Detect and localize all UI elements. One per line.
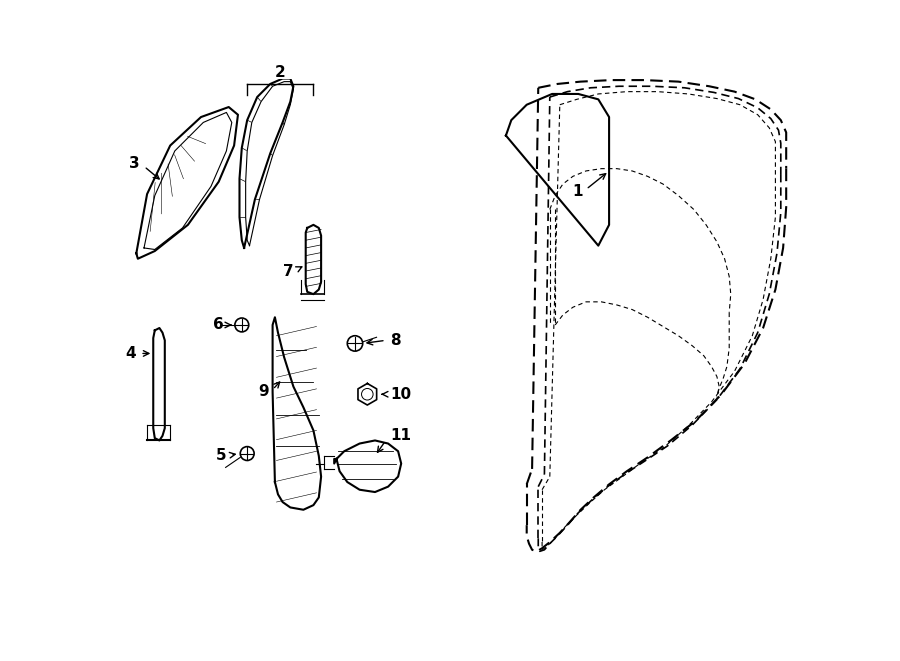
Text: 10: 10 bbox=[391, 387, 411, 402]
Text: 6: 6 bbox=[213, 317, 224, 332]
Text: 5: 5 bbox=[216, 448, 227, 463]
Text: 7: 7 bbox=[283, 264, 293, 278]
Text: 1: 1 bbox=[572, 184, 583, 199]
Text: 2: 2 bbox=[274, 65, 285, 80]
Text: 3: 3 bbox=[129, 156, 140, 171]
Text: 8: 8 bbox=[391, 333, 401, 348]
Text: 9: 9 bbox=[258, 385, 269, 399]
Text: 11: 11 bbox=[391, 428, 411, 444]
Text: 4: 4 bbox=[126, 346, 136, 361]
